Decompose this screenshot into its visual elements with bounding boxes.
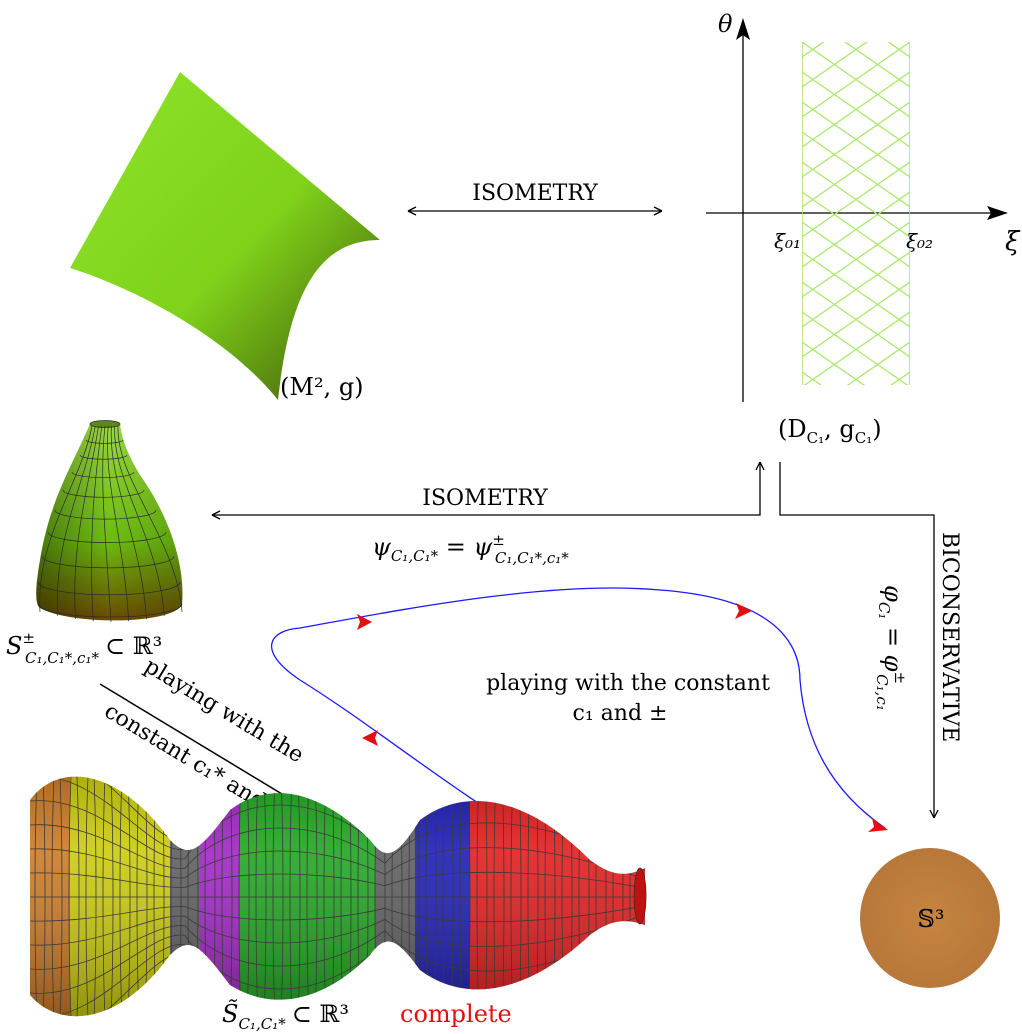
label-theta: θ <box>718 10 733 38</box>
label-xi02: ξ₀₂ <box>906 229 933 253</box>
domain-zigzag-grid <box>802 42 910 385</box>
label-isometry-top: ISOMETRY <box>472 181 598 206</box>
surface-bell <box>36 420 183 623</box>
red-arrowhead <box>357 614 372 630</box>
surface-tube <box>30 776 647 1017</box>
label-sphere: 𝕊³ <box>918 905 945 933</box>
domain-plot <box>706 18 1008 402</box>
label-dc1: (DC₁, gC₁) <box>778 415 882 447</box>
label-biconservative: BICONSERVATIVE <box>937 532 962 742</box>
label-xi01: ξ₀₁ <box>774 229 801 253</box>
red-arrowhead <box>362 730 378 746</box>
xi-axis-arrowhead <box>987 206 1008 220</box>
biconservative-connector <box>779 462 939 819</box>
label-isometry-mid: ISOMETRY <box>422 486 548 511</box>
sphere-s3 <box>860 848 1000 988</box>
label-xi: ξ <box>1005 227 1021 257</box>
isometry-arrow-top <box>407 206 663 216</box>
label-phi: φC₁ = φ±C₁,c₁ <box>873 585 909 711</box>
label-s-tilde: S̃C₁,C₁* ⊂ ℝ³ <box>222 1000 349 1033</box>
label-m2g: (M², g) <box>280 373 364 401</box>
isometry-connector <box>211 461 765 520</box>
red-arrowhead <box>735 603 752 619</box>
label-playing-c1-line2: c₁ and ± <box>573 701 668 726</box>
blue-loop-curve <box>270 587 888 849</box>
surface-m2g <box>70 72 380 400</box>
theta-axis-arrowhead <box>736 18 750 40</box>
label-playing-c1-line1: playing with the constant <box>486 671 770 696</box>
label-s-pm: S± C₁,C₁*,c₁* ⊂ ℝ³ <box>6 629 162 667</box>
label-complete: complete <box>400 1000 512 1028</box>
label-psi: ψC₁,C₁* = ψ± C₁,C₁*,c₁* <box>372 531 569 567</box>
red-arrowhead <box>868 818 888 832</box>
